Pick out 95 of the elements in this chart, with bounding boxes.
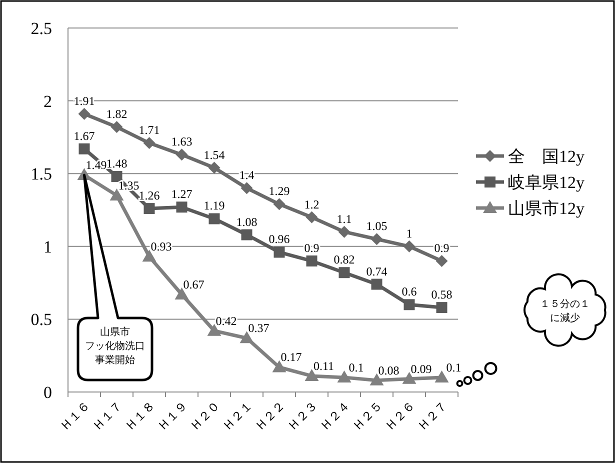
point	[371, 278, 382, 290]
point	[370, 373, 384, 386]
data-label: 1.26	[138, 188, 160, 203]
data-label: 1.19	[204, 198, 225, 213]
data-label: 1.48	[106, 156, 128, 171]
x-tick-label: Ｈ１９	[154, 398, 190, 434]
data-label: 0.09	[410, 362, 432, 376]
point	[436, 254, 448, 267]
x-tick-label: Ｈ１８	[122, 398, 158, 434]
text: １５分の１	[540, 298, 590, 310]
x-tick-label: Ｈ１７	[90, 398, 125, 434]
data-label: 1	[406, 226, 412, 240]
point	[404, 299, 415, 310]
data-label: 1.27	[171, 187, 192, 202]
x-tick-label: Ｈ２７	[414, 398, 450, 434]
point	[306, 255, 318, 266]
point	[110, 121, 123, 134]
point	[304, 368, 319, 381]
point	[143, 137, 156, 150]
point	[337, 370, 352, 382]
point	[273, 198, 286, 210]
y-tick-label: 2.5	[30, 19, 52, 38]
legend-label: 全 国12y	[508, 147, 585, 166]
data-label: 0.1	[348, 360, 364, 374]
y-tick-label: 0	[44, 383, 52, 402]
x-tick-label: Ｈ１６	[57, 398, 92, 434]
data-label: 0.17	[280, 350, 302, 364]
y-tick-label: 1	[44, 237, 52, 256]
x-tick-label: Ｈ２４	[317, 398, 352, 434]
data-label: 0.42	[216, 314, 237, 328]
y-tick-label: 1.5	[30, 164, 52, 184]
point	[208, 213, 220, 224]
data-label: 0.9	[434, 240, 450, 255]
point	[142, 250, 156, 262]
data-label: 0.37	[248, 321, 270, 336]
data-label: 1.63	[171, 134, 192, 149]
data-label: 0.74	[366, 264, 388, 278]
point	[208, 162, 220, 174]
point	[174, 287, 189, 300]
x-tick-label: Ｈ２５	[350, 398, 385, 434]
data-label: 0.58	[431, 288, 452, 302]
point	[110, 188, 124, 200]
x-tick-label: Ｈ２３	[284, 398, 320, 434]
point	[338, 267, 350, 278]
data-label: 1.05	[366, 219, 388, 234]
point	[144, 203, 155, 214]
data-label: 1.1	[336, 212, 352, 226]
point	[176, 148, 188, 161]
point	[338, 226, 350, 238]
point	[306, 211, 318, 224]
data-label: 0.96	[268, 232, 290, 246]
data-label: 0.93	[150, 240, 172, 254]
data-label: 1.2	[304, 197, 320, 212]
data-label: 0.82	[334, 252, 355, 267]
point	[434, 370, 449, 382]
y-tick-label: 0.5	[30, 310, 52, 330]
annotation: 山県市	[100, 326, 130, 338]
data-label: 0.08	[378, 363, 400, 378]
data-label: 0.9	[304, 240, 320, 255]
point	[241, 229, 252, 240]
data-label: 1.29	[268, 184, 290, 198]
point	[176, 202, 188, 213]
point	[78, 108, 90, 120]
data-label: 0.1	[446, 360, 462, 374]
data-label: 1.91	[74, 94, 95, 108]
x-tick-label: Ｈ２６	[382, 398, 418, 434]
legend-label: 岐阜県12y	[508, 173, 585, 192]
point	[272, 360, 286, 372]
point	[78, 143, 90, 154]
point	[240, 182, 253, 194]
point	[111, 171, 122, 182]
data-label: 1.54	[204, 148, 225, 162]
x-tick-label: Ｈ２２	[252, 398, 288, 434]
annotation: 事業開始	[95, 354, 135, 366]
point	[370, 233, 383, 246]
data-label: 1.67	[74, 128, 95, 143]
point	[402, 372, 416, 384]
x-tick-label: Ｈ２０	[187, 398, 222, 434]
data-label: 0.11	[313, 358, 334, 373]
point	[207, 324, 222, 336]
point	[403, 240, 416, 252]
data-label: 1.4	[239, 168, 254, 182]
data-label: 1.71	[138, 123, 160, 138]
annotation: フッ化物洗口	[85, 340, 145, 352]
data-label: 1.82	[106, 107, 128, 122]
point	[274, 246, 285, 258]
legend-label: 山県市12y	[508, 199, 585, 218]
x-tick-label: Ｈ２１	[220, 398, 255, 434]
text: に減少	[550, 312, 580, 324]
data-label: 1.08	[236, 214, 258, 229]
data-label: 0.67	[183, 277, 204, 292]
point	[240, 331, 254, 344]
y-tick-label: 2	[44, 92, 52, 111]
point	[436, 302, 448, 314]
data-label: 0.6	[402, 284, 417, 299]
